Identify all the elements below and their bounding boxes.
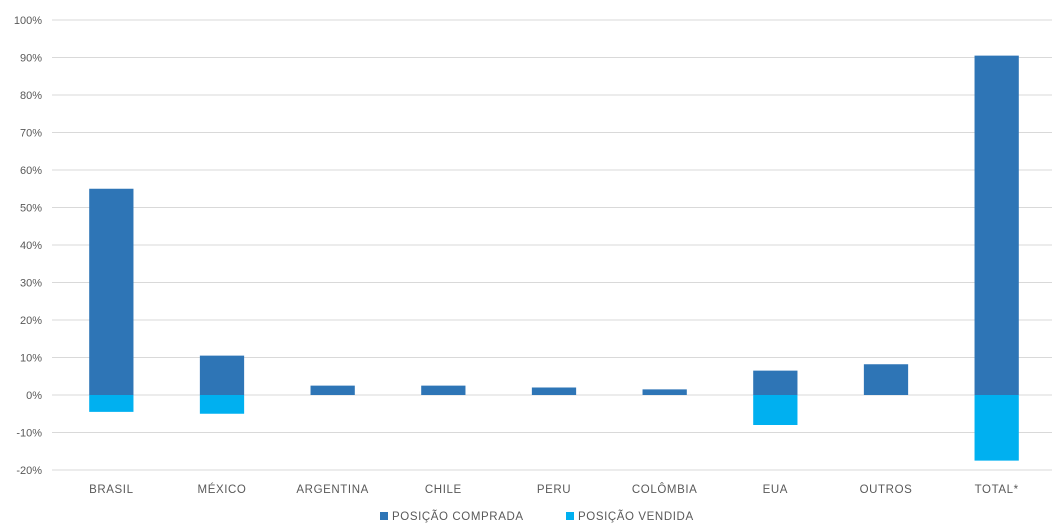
y-tick-label: 20%	[20, 315, 42, 327]
bar-posicao-comprada-chile	[421, 385, 466, 395]
y-tick-label: -10%	[16, 428, 42, 440]
bar-posicao-vendida-mexico	[199, 395, 245, 414]
y-tick-label: 90%	[20, 53, 42, 65]
legend-label-posicao-comprada: POSIÇÃO COMPRADA	[392, 510, 524, 523]
bar-posicao-vendida-eua	[753, 395, 798, 425]
bar-posicao-comprada-brasil	[89, 188, 134, 395]
bar-posicao-comprada-outros	[863, 364, 909, 395]
x-category-label: ARGENTINA	[296, 484, 369, 496]
x-category-label: CHILE	[425, 484, 462, 496]
y-tick-label: 30%	[20, 278, 42, 290]
bar-posicao-comprada-eua	[753, 370, 798, 395]
bar-posicao-comprada-peru	[531, 387, 577, 395]
bar-posicao-comprada-argentina	[310, 385, 355, 395]
x-category-label: PERU	[537, 484, 571, 496]
legend: POSIÇÃO COMPRADA POSIÇÃO VENDIDA	[380, 510, 694, 523]
y-tick-label: 50%	[20, 203, 42, 215]
x-category-label: COLÔMBIA	[632, 483, 698, 496]
y-tick-label: 70%	[20, 128, 42, 140]
bar-posicao-vendida-total	[974, 395, 1019, 461]
y-tick-label: 80%	[20, 90, 42, 102]
y-tick-label: 10%	[20, 353, 42, 365]
x-category-label: BRASIL	[89, 484, 134, 496]
y-axis-tick-labels: 100% 90% 80% 70% 60% 50% 40% 30% 20% 10% 0% -10% -20…	[14, 15, 42, 477]
legend-swatch-posicao-vendida	[566, 512, 574, 520]
y-tick-label: 40%	[20, 240, 42, 252]
bars	[89, 55, 1019, 461]
y-tick-label: 0%	[26, 390, 42, 402]
y-tick-label: -20%	[16, 465, 42, 477]
bar-posicao-comprada-mexico	[199, 355, 245, 395]
x-category-label: TOTAL*	[975, 484, 1019, 496]
legend-swatch-posicao-comprada	[380, 512, 388, 520]
bar-posicao-comprada-total	[974, 55, 1019, 395]
bar-posicao-comprada-colombia	[642, 389, 687, 395]
x-axis-category-labels: BRASIL MÉXICO ARGENTINA CHILE PERU COLÔMBIA EU…	[89, 483, 1019, 496]
x-category-label: OUTROS	[860, 484, 913, 496]
bar-posicao-vendida-brasil	[89, 395, 134, 412]
x-category-label: EUA	[763, 484, 788, 496]
legend-label-posicao-vendida: POSIÇÃO VENDIDA	[578, 510, 694, 523]
y-tick-label: 100%	[14, 15, 42, 27]
x-category-label: MÉXICO	[198, 483, 247, 496]
y-tick-label: 60%	[20, 165, 42, 177]
